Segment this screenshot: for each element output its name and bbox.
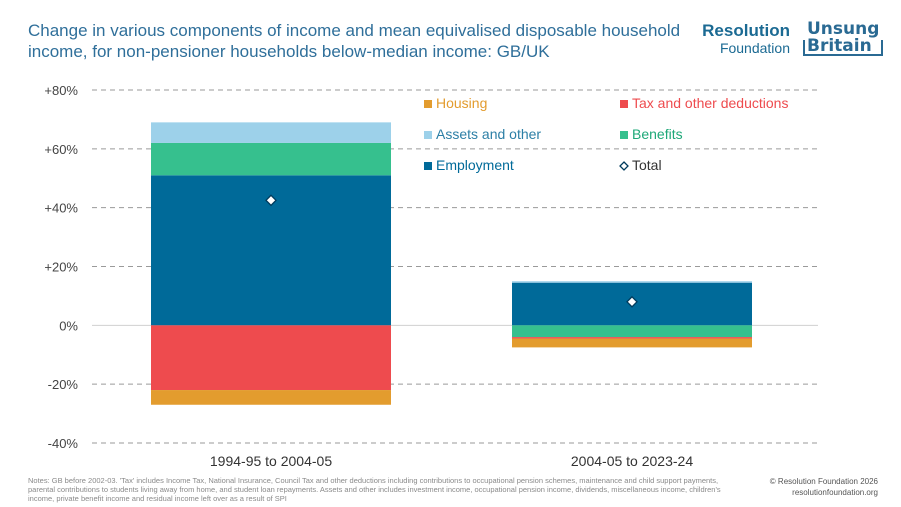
x-category-label: 1994-95 to 2004-05 [210, 453, 332, 469]
bar-segment-benefits [151, 142, 391, 176]
legend-swatch-housing [424, 100, 432, 108]
logo-foundation-text: Foundation [719, 40, 790, 56]
legend-swatch-benefits [620, 131, 628, 139]
legend-label-housing: Housing [436, 95, 487, 111]
legend-swatch-assets [424, 131, 432, 139]
y-tick-label: -20% [48, 377, 79, 392]
y-tick-label: +60% [44, 142, 78, 157]
legend-label-employment: Employment [436, 157, 514, 173]
resolution-foundation-logo: Resolution Foundation [698, 21, 790, 56]
bar-segment-assets [151, 122, 391, 143]
legend-swatch-tax [620, 100, 628, 108]
chart-notes: Notes: GB before 2002-03. 'Tax' includes… [28, 476, 721, 503]
total-marker [626, 295, 638, 308]
legend-label-total: Total [632, 157, 662, 173]
bar-segment-tax [151, 325, 391, 391]
total-marker [265, 194, 277, 207]
chart-title: Change in various components of income a… [28, 21, 681, 61]
y-tick-label: +80% [44, 83, 78, 98]
copyright-text: © Resolution Foundation 2026 [769, 477, 878, 486]
bar-segment-benefits [512, 325, 752, 338]
stacked-bar-chart: +80% +60% +40% +20% 0% -20% -40% 1994-95 to 200… [44, 83, 818, 469]
y-tick-label: +40% [44, 201, 78, 216]
y-tick-label: +20% [44, 260, 78, 275]
bar-segment-housing [512, 338, 752, 348]
bar-segment-tax [512, 337, 752, 339]
credit-block: © Resolution Foundation 2026 resolutionf… [700, 476, 878, 498]
logo-unsung-text: Unsung [807, 19, 880, 39]
logo-resolution-text: Resolution [702, 21, 790, 40]
logo-bracket [803, 40, 883, 56]
x-category-label: 2004-05 to 2023-24 [571, 453, 693, 469]
y-tick-label: -40% [48, 436, 79, 451]
website-text: resolutionfoundation.org [792, 488, 878, 497]
legend-label-tax: Tax and other deductions [632, 95, 788, 111]
unsung-britain-logo: Unsung Britain [803, 20, 883, 56]
bar-segment-housing [151, 390, 391, 405]
bar-segment-assets [512, 281, 752, 283]
legend-marker-total [619, 161, 629, 171]
logo-britain-text: Britain [807, 36, 872, 56]
legend-label-assets: Assets and other [436, 126, 541, 142]
legend-swatch-employment [424, 162, 432, 170]
legend-label-benefits: Benefits [632, 126, 683, 142]
y-tick-label: 0% [59, 318, 78, 333]
